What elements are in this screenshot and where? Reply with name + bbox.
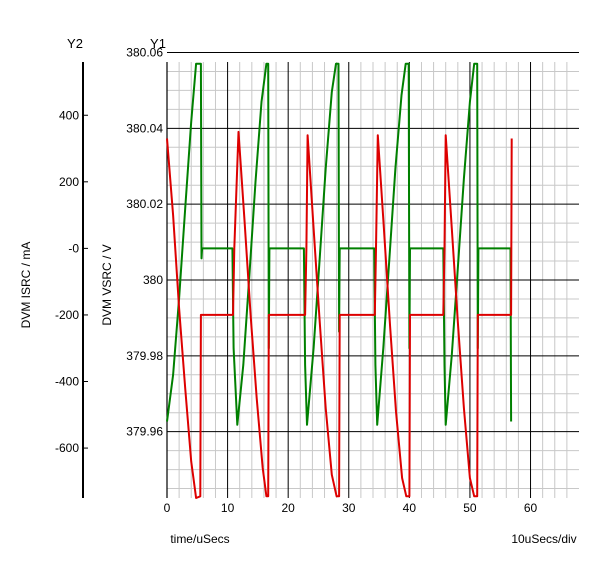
x-tick-label: 40 bbox=[403, 501, 417, 515]
y1-axis-label: DVM VSRC / V bbox=[100, 244, 114, 325]
x-scale-label: 10uSecs/div bbox=[511, 532, 576, 546]
y2-tick-label: 400 bbox=[59, 108, 79, 122]
x-tick-label: 10 bbox=[221, 501, 235, 515]
y1-tick-label: 380.04 bbox=[126, 121, 163, 135]
y2-tick-label: -600 bbox=[55, 441, 79, 455]
series-line-1 bbox=[166, 62, 513, 426]
x-tick-label: 60 bbox=[524, 501, 538, 515]
x-tick-label: 20 bbox=[281, 501, 295, 515]
y1-tick-label: 379.98 bbox=[126, 349, 163, 363]
y1-tick-label: 380.02 bbox=[126, 197, 163, 211]
x-tick-label: 50 bbox=[463, 501, 477, 515]
y2-tick-label: 200 bbox=[59, 175, 79, 189]
y2-axis-label: DVM ISRC / mA bbox=[19, 242, 33, 329]
series-layer bbox=[166, 62, 513, 499]
y2-tick-label: -400 bbox=[55, 375, 79, 389]
y1-axis-name: Y1 bbox=[150, 36, 166, 51]
y1-tick-label: 380.06 bbox=[126, 46, 163, 60]
grid bbox=[166, 52, 579, 498]
ticks-layer: 0 10 20 30 40 50 60 379.96 379.98 380 380.02 380.04… bbox=[55, 46, 538, 515]
y1-tick-label: 380 bbox=[143, 273, 163, 287]
axes-layer: Y2 Y1 DVM ISRC / mA DVM VSRC / V time/uS… bbox=[19, 36, 577, 546]
series-line-2 bbox=[166, 130, 513, 499]
x-axis-label: time/uSecs bbox=[170, 532, 229, 546]
y1-tick-label: 379.96 bbox=[126, 425, 163, 439]
y2-axis-name: Y2 bbox=[67, 36, 83, 51]
y2-tick-label: -200 bbox=[55, 308, 79, 322]
x-tick-label: 0 bbox=[164, 501, 171, 515]
y2-tick-label: -0 bbox=[68, 241, 79, 255]
x-tick-label: 30 bbox=[342, 501, 356, 515]
